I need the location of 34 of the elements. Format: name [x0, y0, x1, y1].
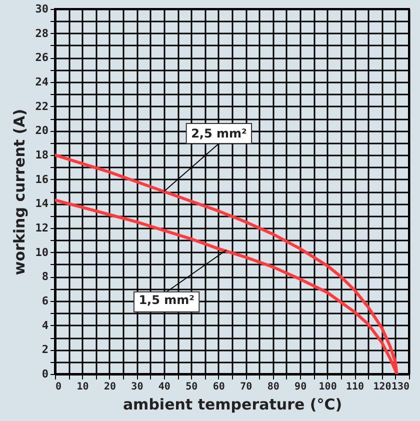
y-tick-label: 16 — [35, 172, 49, 186]
x-tick-label: 50 — [186, 382, 198, 392]
x-tick-label: 110 — [346, 382, 364, 392]
y-tick-label: 8 — [42, 270, 48, 284]
x-tick-label: 90 — [294, 382, 307, 392]
y-tick-label: 10 — [35, 246, 48, 259]
x-tick-label: 10 — [76, 382, 89, 392]
annotation: 1,5 mm² — [138, 292, 194, 307]
x-tick-label: 130 — [391, 382, 410, 392]
x-tick-label: 70 — [240, 382, 252, 392]
x-tick-label: 120 — [373, 382, 392, 392]
y-tick-label: 24 — [35, 76, 49, 88]
x-tick-label: 30 — [131, 382, 144, 392]
x-tick-label: 0 — [56, 382, 62, 392]
y-tick-label: 6 — [42, 294, 49, 308]
annotation: 2,5 mm² — [191, 126, 247, 140]
x-tick-label: 80 — [267, 382, 280, 392]
y-tick-label: 28 — [35, 26, 48, 40]
y-tick-label: 18 — [35, 148, 48, 162]
y-tick-label: 30 — [35, 2, 48, 16]
y-tick-label: 4 — [42, 318, 49, 332]
x-tick-label: 20 — [104, 382, 116, 392]
x-tick-label: 60 — [212, 382, 225, 392]
y-tick-label: 14 — [35, 197, 49, 210]
x-tick-label: 100 — [318, 382, 337, 392]
x-axis-title: ambient temperature (°C) — [122, 396, 342, 414]
y-tick-label: 20 — [35, 124, 48, 138]
y-tick-label: 26 — [35, 51, 49, 64]
y-axis-title: working current (A) — [10, 108, 28, 276]
y-tick-label: 0 — [42, 368, 48, 380]
x-tick-label: 40 — [158, 382, 170, 392]
y-tick-label: 12 — [35, 222, 48, 234]
y-tick-label: 2 — [42, 343, 48, 356]
y-tick-label: 22 — [35, 100, 48, 113]
